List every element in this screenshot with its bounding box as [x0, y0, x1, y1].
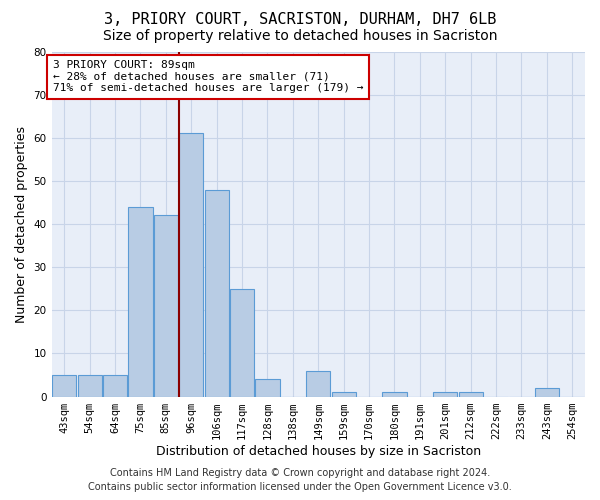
Bar	[458, 392, 483, 396]
Text: 3 PRIORY COURT: 89sqm
← 28% of detached houses are smaller (71)
71% of semi-deta: 3 PRIORY COURT: 89sqm ← 28% of detached …	[53, 60, 364, 94]
Text: Contains HM Land Registry data © Crown copyright and database right 2024.
Contai: Contains HM Land Registry data © Crown c…	[88, 468, 512, 492]
Bar	[128, 207, 152, 396]
Bar	[332, 392, 356, 396]
Bar	[205, 190, 229, 396]
Bar	[256, 380, 280, 396]
Bar	[433, 392, 457, 396]
Bar	[230, 288, 254, 397]
Bar	[306, 370, 331, 396]
X-axis label: Distribution of detached houses by size in Sacriston: Distribution of detached houses by size …	[156, 444, 481, 458]
Bar	[77, 375, 102, 396]
Bar	[179, 134, 203, 396]
Text: Size of property relative to detached houses in Sacriston: Size of property relative to detached ho…	[103, 29, 497, 43]
Bar	[535, 388, 559, 396]
Text: 3, PRIORY COURT, SACRISTON, DURHAM, DH7 6LB: 3, PRIORY COURT, SACRISTON, DURHAM, DH7 …	[104, 12, 496, 28]
Bar	[52, 375, 76, 396]
Bar	[154, 216, 178, 396]
Bar	[382, 392, 407, 396]
Y-axis label: Number of detached properties: Number of detached properties	[15, 126, 28, 322]
Bar	[103, 375, 127, 396]
